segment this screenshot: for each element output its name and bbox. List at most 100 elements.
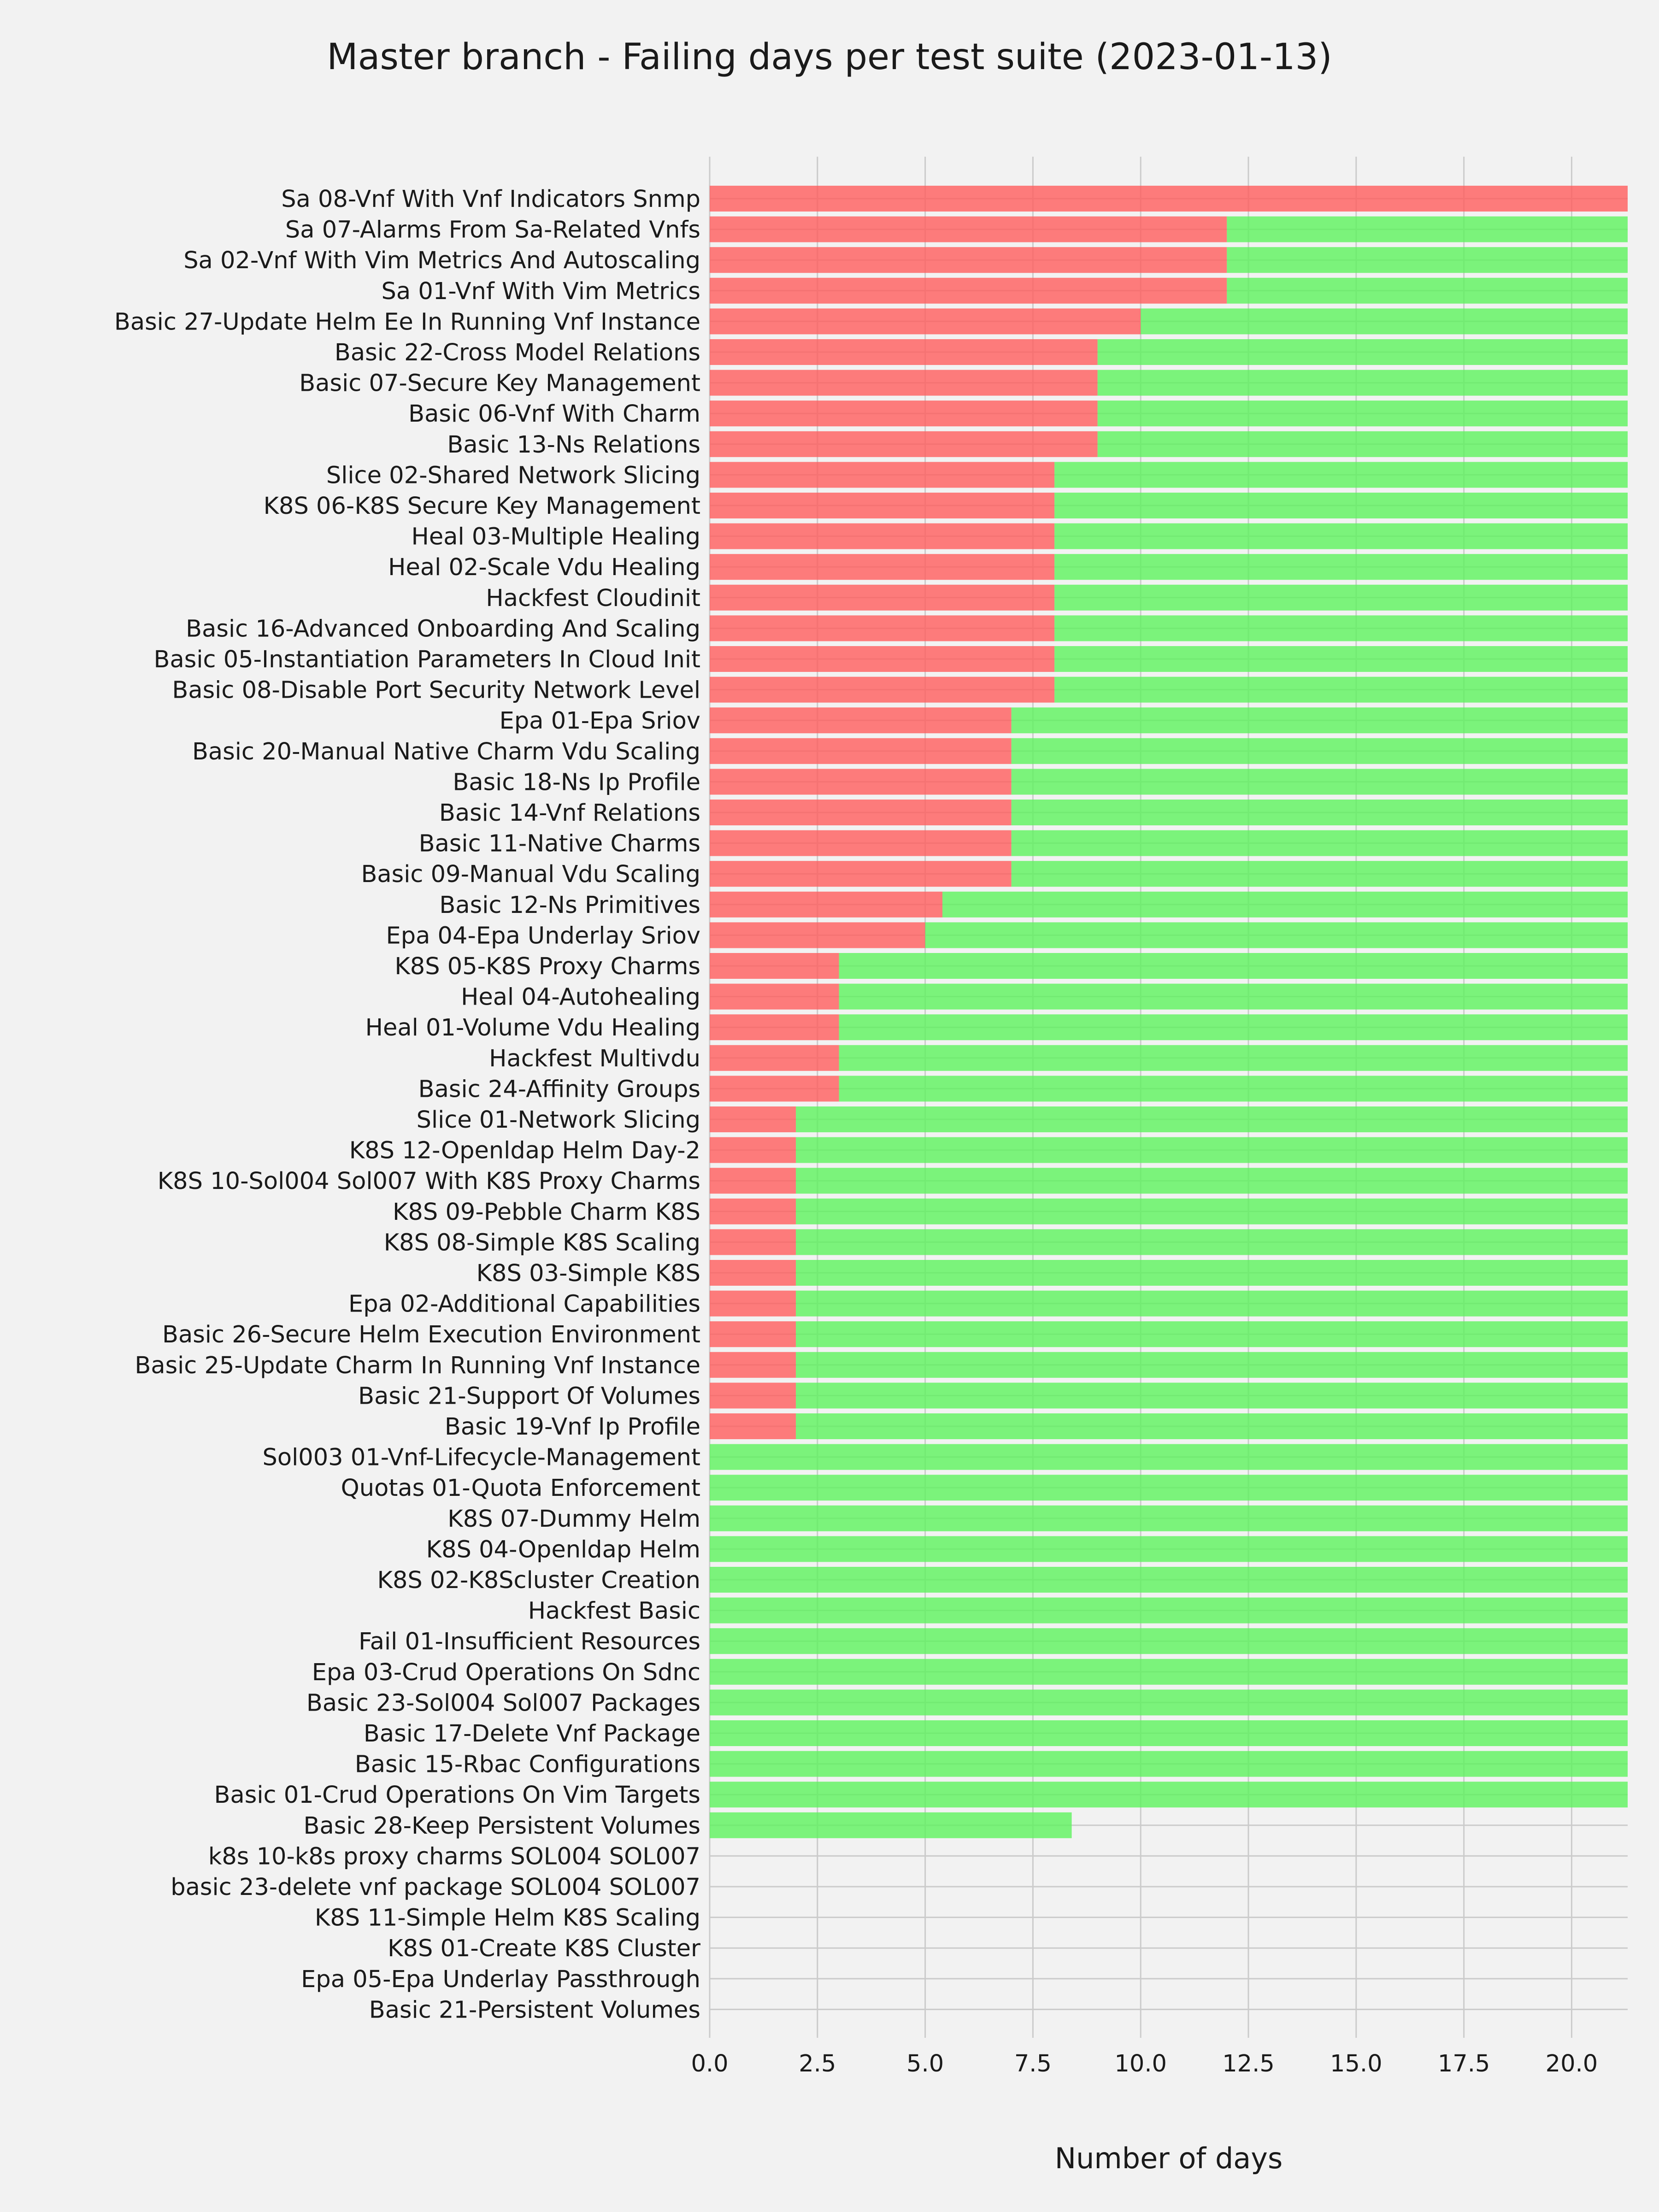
passing-days-bar [710,1782,1628,1808]
passing-days-bar [839,983,1628,1010]
passing-days-bar [1097,339,1628,365]
category-label: Heal 03-Multiple Healing [412,524,700,551]
failing-days-bar [710,800,1012,825]
category-label: Basic 22-Cross Model Relations [335,339,700,366]
category-label: K8S 06-K8S Secure Key Management [264,493,700,520]
failing-days-bar [710,1168,796,1194]
passing-days-bar [796,1137,1628,1163]
category-label: Sa 02-Vnf With Vim Metrics And Autoscali… [183,247,700,274]
category-label: Slice 02-Shared Network Slicing [326,462,700,489]
passing-days-bar [1054,554,1628,580]
category-label: Basic 28-Keep Persistent Volumes [303,1812,700,1840]
category-label: Basic 09-Manual Vdu Scaling [361,861,700,888]
category-label: Basic 20-Manual Native Charm Vdu Scaling [192,738,700,765]
category-label: Basic 01-Crud Operations On Vim Targets [214,1782,700,1809]
category-label: Basic 18-Ns Ip Profile [453,769,700,796]
failing-days-bar [710,615,1055,641]
category-label: Basic 13-Ns Relations [447,431,700,459]
passing-days-bar [796,1168,1628,1194]
category-label: K8S 11-Simple Helm K8S Scaling [315,1905,700,1932]
failing-days-bar [710,1137,796,1163]
passing-days-bar [796,1198,1628,1224]
category-label: K8S 10-Sol004 Sol007 With K8S Proxy Char… [158,1168,700,1195]
failing-days-bar [710,953,839,979]
failing-days-bar [710,861,1012,887]
passing-days-bar [710,1720,1628,1746]
passing-days-bar [1097,400,1628,427]
failing-days-bar [710,983,839,1010]
category-label: Heal 04-Autohealing [461,984,700,1011]
category-label: Basic 11-Native Charms [419,830,700,858]
passing-days-bar [1011,738,1628,764]
category-label: Basic 19-Vnf Ip Profile [445,1413,700,1441]
failing-days-bar [710,1352,796,1378]
failing-days-bar [710,738,1012,764]
category-label: K8S 08-Simple K8S Scaling [384,1229,700,1256]
failing-days-bar [710,247,1227,273]
passing-days-bar [796,1229,1628,1255]
x-axis-ticks: 0.0 2.5 5.0 7.5 10.0 12.5 15.0 17.5 20.0 [691,2050,1598,2077]
category-label: Basic 21-Persistent Volumes [369,1996,700,2024]
category-label: Basic 06-Vnf With Charm [408,400,700,428]
passing-days-bar [1227,277,1628,304]
passing-days-bar [839,953,1628,979]
passing-days-bar [710,1536,1628,1562]
category-label: k8s 10-k8s proxy charms SOL004 SOL007 [208,1843,700,1870]
bars [710,186,1628,1838]
failing-days-bar [710,216,1227,242]
passing-days-bar [1011,830,1628,856]
category-label: Epa 02-Additional Capabilities [348,1291,700,1318]
category-label: Epa 04-Epa Underlay Sriov [386,922,701,949]
passing-days-bar [710,1597,1628,1624]
failing-days-bar [710,339,1098,365]
failing-days-bar [710,891,943,918]
passing-days-bar [710,1659,1628,1685]
x-tick-label: 5.0 [906,2050,944,2077]
x-tick-label: 7.5 [1014,2050,1052,2077]
passing-days-bar [1227,247,1628,273]
category-label: Basic 26-Secure Helm Execution Environme… [162,1321,700,1348]
failing-days-bar [710,707,1012,734]
category-label: Basic 17-Delete Vnf Package [364,1720,700,1747]
passing-days-bar [796,1352,1628,1378]
failing-days-bar [710,1106,796,1132]
y-axis-labels: Sa 08-Vnf With Vnf Indicators Snmp Sa 07-… [114,186,700,2024]
passing-days-bar [710,1689,1628,1716]
failing-days-bar [710,1413,796,1439]
failing-days-bar [710,554,1055,580]
passing-days-bar [1011,861,1628,887]
passing-days-bar [710,1567,1628,1593]
category-label: K8S 03-Simple K8S [477,1260,700,1287]
passing-days-bar [925,922,1628,948]
category-label: Basic 25-Update Charm In Running Vnf Ins… [135,1352,700,1379]
passing-days-bar [1054,584,1628,611]
failing-days-bar [710,1260,796,1286]
category-label: K8S 05-K8S Proxy Charms [394,953,700,980]
category-label: Epa 03-Crud Operations On Sdnc [312,1659,700,1686]
category-label: Sa 01-Vnf With Vim Metrics [382,278,700,305]
passing-days-bar [796,1382,1628,1409]
chart-title: Master branch - Failing days per test su… [327,36,1332,78]
failing-days-bar [710,1382,796,1409]
passing-days-bar [1054,523,1628,549]
category-label: Basic 08-Disable Port Security Network L… [172,677,700,704]
failing-days-bar [710,830,1012,856]
passing-days-bar [1011,769,1628,795]
passing-days-bar [796,1290,1628,1317]
passing-days-bar [710,1444,1628,1470]
failing-days-bar [710,1229,796,1255]
category-label: K8S 12-Openldap Helm Day-2 [349,1137,700,1165]
passing-days-bar [1097,370,1628,396]
category-label: Sol003 01-Vnf-Lifecycle-Management [263,1444,700,1471]
x-tick-label: 2.5 [799,2050,836,2077]
category-label: Basic 05-Instantiation Parameters In Clo… [154,646,700,673]
failing-days-bar [710,462,1055,488]
passing-days-bar [1141,308,1628,335]
category-label: K8S 07-Dummy Helm [447,1506,700,1533]
passing-days-bar [1011,707,1628,734]
failing-days-bar [710,1198,796,1224]
category-label: Hackfest Multivdu [489,1045,700,1072]
x-tick-label: 15.0 [1330,2050,1382,2077]
